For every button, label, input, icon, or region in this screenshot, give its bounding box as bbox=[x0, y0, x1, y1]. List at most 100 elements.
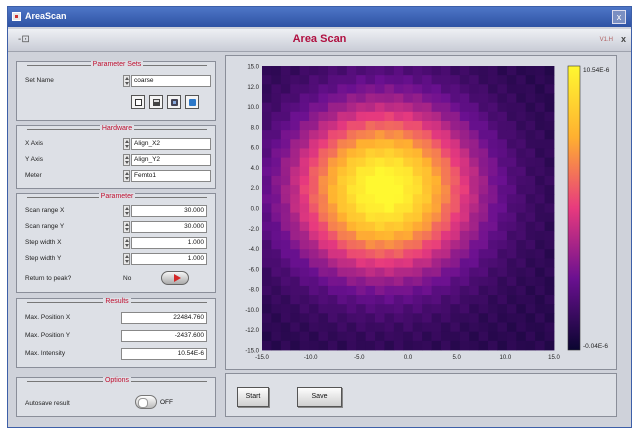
heatmap-cell bbox=[280, 120, 291, 131]
meter-selector[interactable] bbox=[123, 170, 130, 182]
heatmap-cell bbox=[412, 84, 423, 94]
scan-range-y-row: Scan range Y 30.000 bbox=[25, 221, 211, 233]
heatmap-cell bbox=[516, 203, 527, 213]
heatmap-cell bbox=[337, 93, 348, 104]
heatmap-cell bbox=[280, 84, 291, 94]
y-axis-field[interactable]: Align_Y2 bbox=[131, 154, 211, 166]
heatmap-cell bbox=[309, 84, 319, 94]
save-icon[interactable] bbox=[149, 95, 163, 109]
x-axis-field[interactable]: Align_X2 bbox=[131, 138, 211, 150]
heatmap-cell bbox=[450, 267, 461, 278]
heatmap-cell bbox=[365, 130, 376, 140]
autosave-toggle[interactable] bbox=[135, 395, 157, 409]
options-panel: Options Autosave result OFF bbox=[16, 377, 216, 417]
heatmap-cell bbox=[309, 130, 319, 140]
heatmap-cell bbox=[497, 75, 508, 85]
heatmap-cell bbox=[478, 166, 489, 177]
meter-field[interactable]: Femto1 bbox=[131, 170, 211, 182]
heatmap-cell bbox=[346, 84, 357, 94]
heatmap-cell bbox=[393, 240, 404, 250]
heatmap-cell bbox=[544, 212, 555, 223]
heatmap-cell bbox=[375, 304, 385, 314]
heatmap-cell bbox=[544, 322, 555, 333]
heatmap-cell bbox=[384, 313, 395, 323]
heatmap-cell bbox=[356, 249, 367, 259]
heatmap-cell bbox=[318, 240, 329, 250]
heatmap-cell bbox=[299, 258, 310, 268]
scan-range-x-field[interactable]: 30.000 bbox=[131, 205, 207, 217]
y-axis-selector[interactable] bbox=[123, 154, 130, 166]
heatmap-cell bbox=[290, 185, 301, 195]
y-axis: 15.0 12.0 10.0 8.0 6.0 4.0 2.0 0.0 -2.0 -4.0 -6.0 -… bbox=[245, 65, 259, 355]
heatmap-cell bbox=[440, 102, 451, 113]
heatmap-cell bbox=[309, 267, 319, 278]
heatmap-cell bbox=[478, 75, 489, 85]
heatmap-cell bbox=[262, 120, 272, 131]
heatmap-cell bbox=[346, 194, 357, 204]
heatmap-cell bbox=[346, 157, 357, 168]
results-legend: Results bbox=[103, 298, 131, 305]
heatmap-cell bbox=[356, 66, 367, 76]
scan-range-y-field[interactable]: 30.000 bbox=[131, 221, 207, 233]
heatmap-cell bbox=[469, 313, 480, 323]
new-document-icon[interactable] bbox=[131, 95, 145, 109]
heatmap-cell bbox=[516, 221, 527, 232]
heatmap-cell bbox=[327, 194, 338, 204]
heatmap-cell bbox=[478, 322, 489, 333]
heatmap-cell bbox=[262, 267, 272, 278]
set-name-selector[interactable] bbox=[123, 75, 130, 87]
heatmap-cell bbox=[337, 212, 348, 223]
step-width-x-field[interactable]: 1.000 bbox=[131, 237, 207, 249]
heatmap-cell bbox=[535, 148, 545, 159]
open-icon[interactable] bbox=[167, 95, 181, 109]
x-tick-label: -10.0 bbox=[304, 355, 318, 361]
heatmap-cell bbox=[440, 148, 451, 159]
heatmap-cell bbox=[459, 130, 470, 140]
heatmap-cell bbox=[440, 185, 451, 195]
options-legend: Options bbox=[102, 377, 132, 384]
heatmap-cell bbox=[356, 84, 367, 94]
panel-close-icon[interactable]: x bbox=[620, 34, 626, 44]
heatmap-cell bbox=[262, 84, 272, 94]
start-button[interactable]: Start bbox=[237, 387, 269, 407]
scan-range-y-stepper[interactable] bbox=[123, 221, 130, 233]
heatmap-cell bbox=[271, 240, 282, 250]
y-tick-label: -12.0 bbox=[245, 328, 259, 334]
step-width-y-field[interactable]: 1.000 bbox=[131, 253, 207, 265]
return-to-peak-button[interactable] bbox=[161, 271, 189, 285]
heatmap-cell bbox=[280, 267, 291, 278]
x-axis-selector[interactable] bbox=[123, 138, 130, 150]
heatmap-cell bbox=[271, 331, 282, 342]
heatmap-cell bbox=[337, 221, 348, 232]
heatmap-cell bbox=[280, 111, 291, 122]
heatmap-cell bbox=[497, 84, 508, 94]
heatmap-cell bbox=[488, 93, 498, 104]
heatmap-cell bbox=[478, 331, 489, 342]
settings-icon[interactable] bbox=[185, 95, 199, 109]
heatmap-cell bbox=[450, 212, 461, 223]
heatmap-cell bbox=[544, 285, 555, 296]
heatmap-cell bbox=[384, 157, 395, 168]
heatmap-cell bbox=[262, 175, 272, 186]
heatmap-cell bbox=[459, 75, 470, 85]
step-width-x-stepper[interactable] bbox=[123, 237, 130, 249]
heatmap-cell bbox=[431, 148, 442, 159]
heatmap-cell bbox=[516, 93, 527, 104]
heatmap-cell bbox=[544, 194, 555, 204]
title-bar[interactable]: AreaScan x bbox=[8, 7, 631, 27]
heatmap-cell bbox=[459, 331, 470, 342]
save-button[interactable]: Save bbox=[297, 387, 342, 407]
heatmap-cell bbox=[459, 102, 470, 113]
window-close-button[interactable]: x bbox=[612, 10, 626, 24]
heatmap-cell bbox=[450, 322, 461, 333]
set-name-field[interactable]: coarse bbox=[131, 75, 211, 87]
heatmap-cell bbox=[337, 258, 348, 268]
step-width-y-stepper[interactable] bbox=[123, 253, 130, 265]
step-width-x-label: Step width X bbox=[25, 239, 62, 246]
heatmap-cell bbox=[271, 66, 282, 76]
scan-range-x-stepper[interactable] bbox=[123, 205, 130, 217]
heatmap-cell bbox=[375, 203, 385, 213]
heatmap-cell bbox=[469, 285, 480, 296]
heatmap-cell bbox=[431, 340, 442, 351]
header-bar: -⊡ Area Scan V1.H x bbox=[8, 29, 631, 52]
